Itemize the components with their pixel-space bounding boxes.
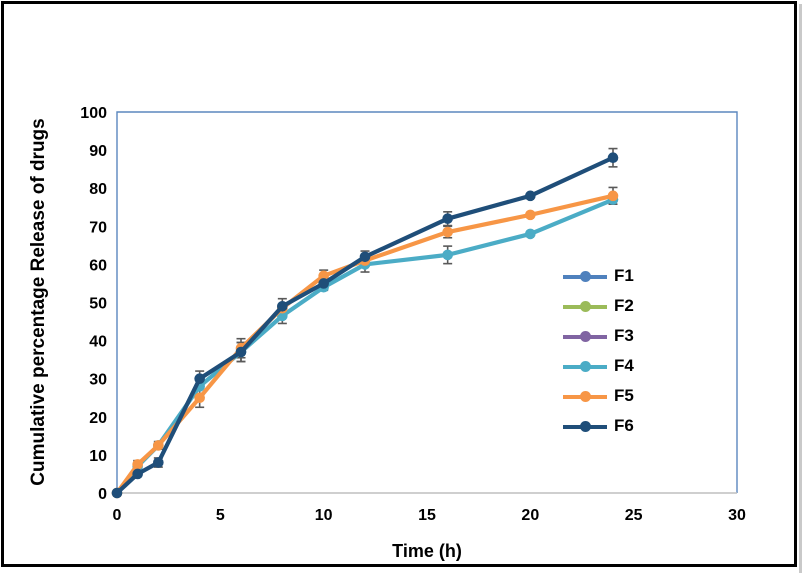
series-marker-F6 [607,152,619,164]
legend-item-F1: F1 [563,261,634,291]
series-marker-F6 [318,278,329,289]
legend-label: F6 [614,416,634,435]
series-marker-F5 [442,226,453,238]
series-marker-F6 [359,251,371,263]
legend-marker-icon [563,270,607,283]
legend-item-F5: F5 [563,381,634,411]
series-marker-F4 [525,228,536,240]
plot-border [116,111,738,493]
y-tick-label: 50 [89,296,107,313]
series-marker-F6 [277,301,288,312]
series-marker-F5 [318,270,329,282]
x-tick-label: 0 [113,507,122,524]
legend-marker-icon [563,420,607,433]
y-tick-label: 70 [89,219,107,236]
y-axis-title: Cumulative percentage Release of drugs [28,118,49,486]
x-tick-label: 25 [625,507,643,524]
series-marker-F6 [132,468,143,480]
x-axis-title: Time (h) [392,541,462,561]
series-marker-F5 [153,440,164,451]
series-line-F5 [114,193,616,496]
legend-item-F3: F3 [563,321,634,351]
series-line-F4 [114,197,616,496]
y-tick-label: 100 [80,105,107,122]
x-tick-label: 5 [216,507,225,524]
legend-item-F6: F6 [563,411,634,441]
series-marker-F5 [194,392,205,404]
series-marker-F5 [132,459,143,470]
legend-label: F4 [614,356,634,375]
y-tick-label: 80 [89,181,107,198]
legend-marker-icon [563,300,607,313]
y-tick-label: 20 [89,410,107,427]
series-marker-F6 [111,487,123,499]
series-line-F6 [114,155,616,496]
x-tick-label: 30 [728,507,746,524]
legend-item-F4: F4 [563,351,634,381]
legend: F1 F2 F3 F4 F5 F6 [563,261,634,441]
edge-strip [799,4,802,573]
legend-marker-icon [563,330,607,343]
legend-label: F1 [614,266,634,285]
y-tick-label: 30 [89,372,107,389]
x-tick-label: 15 [418,507,436,524]
legend-marker-icon [563,360,607,373]
legend-label: F3 [614,326,634,345]
series-marker-F6 [235,346,247,358]
legend-label: F5 [614,386,634,405]
x-tick-label: 10 [315,507,333,524]
y-tick-label: 40 [89,334,107,351]
legend-item-F2: F2 [563,291,634,321]
series-marker-F4 [442,249,453,261]
y-tick-label: 0 [98,486,107,503]
y-tick-label: 10 [89,448,107,465]
legend-label: F2 [614,296,634,315]
series-marker-F5 [525,209,536,221]
series-marker-F6 [194,373,205,385]
series-marker-F6 [525,190,536,202]
x-tick-label: 20 [521,507,539,524]
series-marker-F5 [607,190,619,202]
y-tick-label: 60 [89,257,107,274]
legend-marker-icon [563,390,607,403]
y-tick-label: 90 [89,143,107,160]
series-marker-F6 [153,457,164,468]
series-marker-F6 [442,213,453,224]
